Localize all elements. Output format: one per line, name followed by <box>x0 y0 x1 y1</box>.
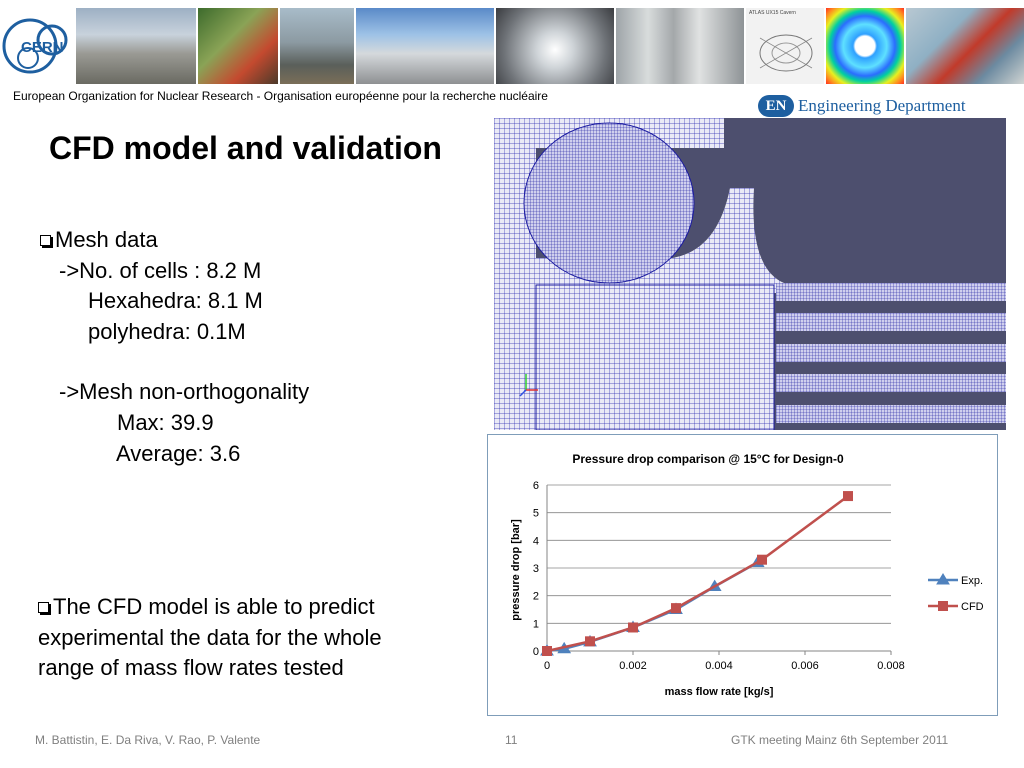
conclusion-text: The CFD model is able to predict experim… <box>38 594 382 681</box>
chart-point-cfd <box>843 491 853 502</box>
svg-text:CERN: CERN <box>21 39 64 56</box>
mesh-average: Average: 3.6 <box>116 440 241 466</box>
conclusion-section: The CFD model is able to predict experim… <box>38 592 438 684</box>
chart-y-tick-label: 0 <box>533 646 539 658</box>
photo-caption: ATLAS UX15 Cavern <box>749 10 796 16</box>
en-badge: EN <box>758 95 794 117</box>
chart-point-cfd <box>671 603 681 614</box>
mesh-hexahedra: Hexahedra: 8.1 M <box>88 288 263 314</box>
department-name: Engineering Department <box>798 96 966 115</box>
photo-cooling-towers <box>76 8 196 84</box>
organization-subtitle: European Organization for Nuclear Resear… <box>13 89 548 103</box>
chart-point-cfd <box>757 554 767 565</box>
mesh-cells: ->No. of cells : 8.2 M <box>59 257 262 283</box>
chart-series-line-cfd <box>546 495 849 653</box>
checkbox-bullet-icon <box>38 602 49 613</box>
chart-plot-area: 0 1 2 3 4 5 6 0 0.002 0.004 0.006 0.008 <box>533 480 905 672</box>
chart-y-axis-label: pressure drop [bar] <box>510 519 522 621</box>
chart-svg: Pressure drop comparison @ 15°C for Desi… <box>510 452 984 698</box>
photo-atlas-cavern: ATLAS UX15 Cavern <box>746 8 824 84</box>
mesh-non-orthogonality: ->Mesh non-orthogonality <box>59 379 310 405</box>
chart-y-tick-label: 1 <box>533 618 539 630</box>
footer-page-number: 11 <box>505 733 518 747</box>
chart-point-cfd <box>628 622 638 633</box>
chart-title: Pressure drop comparison @ 15°C for Desi… <box>572 452 844 466</box>
chart-x-tick-label: 0.008 <box>877 660 905 672</box>
chart-point-cfd <box>585 636 595 647</box>
chart-point-cfd <box>542 646 552 656</box>
legend-marker-exp <box>936 573 950 585</box>
checkbox-bullet-icon <box>40 235 51 246</box>
cern-logo: CERN <box>0 8 74 84</box>
chart-legend: Exp. CFD <box>928 573 984 613</box>
photo-pumps <box>198 8 278 84</box>
mesh-heading: Mesh data <box>55 227 158 252</box>
pressure-drop-chart: Pressure drop comparison @ 15°C for Desi… <box>487 434 998 716</box>
chart-y-tick-label: 5 <box>533 508 539 520</box>
photo-filters <box>616 8 744 84</box>
engineering-department-logo: EN Engineering Department <box>758 95 1008 119</box>
photo-cfd-temperature <box>826 8 904 84</box>
chart-series-line-exp <box>546 561 759 653</box>
mesh-data-section: Mesh data ->No. of cells : 8.2 M Hexahed… <box>40 225 309 469</box>
chart-y-tick-label: 3 <box>533 563 539 575</box>
slide-title: CFD model and validation <box>49 130 442 166</box>
mesh-polyhedra: polyhedra: 0.1M <box>88 318 246 344</box>
chart-x-axis-label: mass flow rate [kg/s] <box>665 686 774 698</box>
chart-y-tick-label: 4 <box>533 535 539 547</box>
chart-y-tick-label: 6 <box>533 480 539 492</box>
footer-event: GTK meeting Mainz 6th September 2011 <box>731 733 949 747</box>
footer-authors: M. Battistin, E. Da Riva, V. Rao, P. Val… <box>35 733 261 747</box>
legend-label-exp: Exp. <box>961 575 983 587</box>
chart-x-tick-label: 0 <box>544 660 550 672</box>
cfd-mesh-image <box>494 118 1006 431</box>
header-banner: CERN ATLAS UX15 Cavern <box>0 0 1024 88</box>
chart-x-tick-label: 0.002 <box>619 660 647 672</box>
chart-x-tick-label: 0.004 <box>705 660 733 672</box>
mesh-heading-row: Mesh data <box>40 225 309 256</box>
photo-chillers <box>356 8 494 84</box>
legend-marker-cfd <box>938 601 948 611</box>
photo-plant-room <box>906 8 1024 84</box>
legend-label-cfd: CFD <box>961 601 984 613</box>
mesh-max: Max: 39.9 <box>117 409 214 435</box>
chart-y-tick-label: 2 <box>533 591 539 603</box>
chart-x-tick-label: 0.006 <box>791 660 819 672</box>
photo-railway <box>280 8 354 84</box>
photo-tunnel <box>496 8 614 84</box>
